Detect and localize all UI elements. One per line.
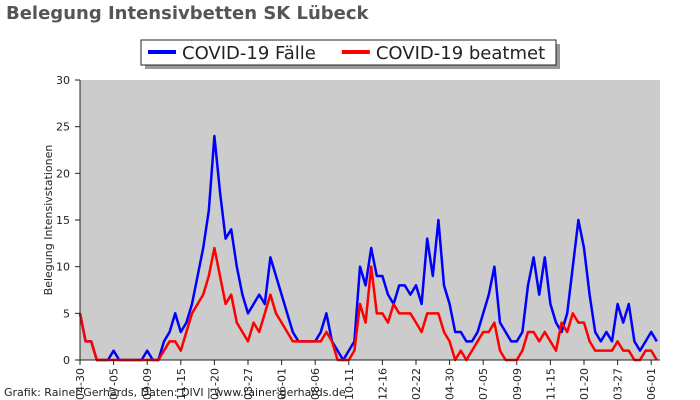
x-tick-label: 11-15 — [544, 368, 557, 400]
y-tick-label: 0 — [63, 354, 70, 367]
x-tick-label: 08-06 — [309, 368, 322, 400]
x-tick-label: 07-05 — [477, 368, 490, 400]
series-line — [78, 246, 658, 362]
legend-label: COVID-19 Fälle — [182, 43, 316, 64]
y-tick-label: 25 — [56, 121, 70, 134]
credit: Grafik: Rainer Gerhards, Daten: DIVI | w… — [4, 386, 346, 399]
y-tick-label: 15 — [56, 214, 70, 227]
y-tick-label: 30 — [56, 74, 70, 87]
y-tick-label: 20 — [56, 167, 70, 180]
legend-label: COVID-19 beatmet — [376, 43, 545, 64]
x-tick-label: 11-15 — [175, 368, 188, 400]
x-tick-label: 07-05 — [108, 368, 121, 400]
x-tick-label: 01-20 — [208, 368, 221, 400]
y-tick-label: 5 — [63, 307, 70, 320]
x-tick-label: 12-16 — [376, 368, 389, 400]
chart-title: Belegung Intensivbetten SK Lübeck — [6, 3, 370, 24]
x-tick-label: 03-27 — [612, 368, 625, 400]
x-tick-label: 03-27 — [242, 368, 255, 400]
x-tick-label: 04-30 — [444, 368, 457, 400]
y-tick-label: 10 — [56, 261, 70, 274]
x-tick-label: 02-22 — [410, 368, 423, 400]
x-tick-label: 06-01 — [276, 368, 289, 400]
legend: COVID-19 Fälle COVID-19 beatmet — [140, 39, 560, 69]
x-tick-label: 04-30 — [74, 368, 87, 400]
y-axis-label: Belegung Intensivstationen — [42, 145, 55, 296]
x-tick-label: 06-01 — [645, 368, 658, 400]
x-tick-label: 09-09 — [141, 368, 154, 400]
x-tick-label: 09-09 — [511, 368, 524, 400]
x-tick-label: 10-11 — [343, 368, 356, 400]
x-tick-label: 01-20 — [578, 368, 591, 400]
plot-area — [80, 80, 660, 360]
